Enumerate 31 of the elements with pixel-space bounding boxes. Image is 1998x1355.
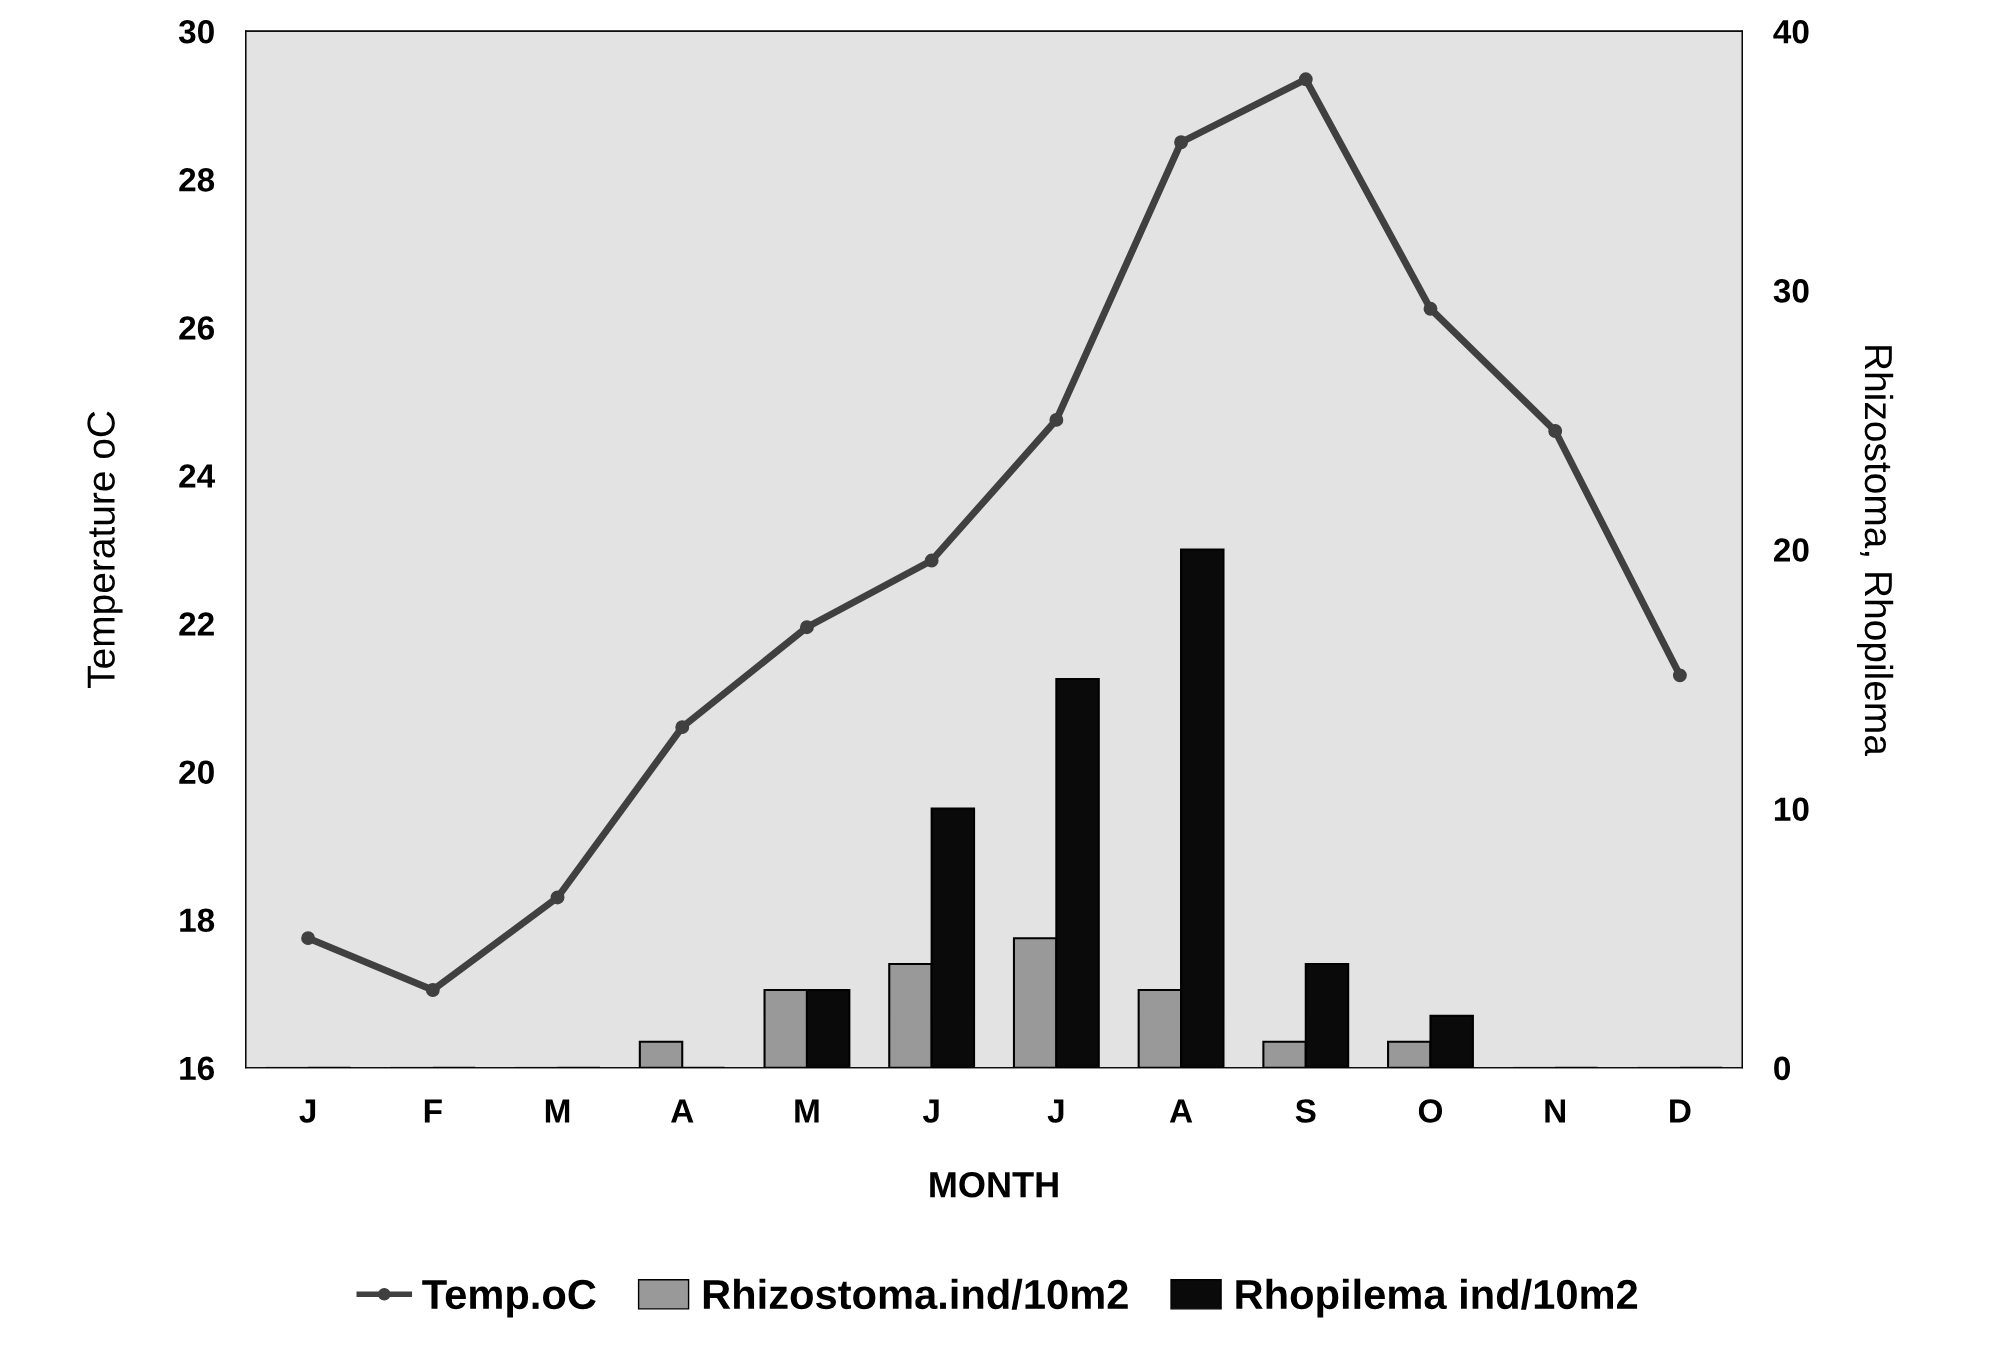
x-tick-label: S	[1295, 1099, 1316, 1123]
y-axis-title: Temperature oC	[87, 411, 123, 688]
y2-tick-label: 20	[1773, 538, 1809, 562]
x-tick-label: J	[299, 1099, 316, 1123]
y-tick-label: 18	[180, 908, 215, 933]
x-tick-label: A	[1169, 1099, 1193, 1123]
y-tick-label: 20	[179, 760, 214, 784]
y2-tick-label: 10	[1774, 797, 1809, 821]
legend-label: Rhopilema ind/10m2	[1236, 1278, 1638, 1318]
y2-tick-label: 30	[1773, 279, 1809, 303]
y2-axis-title: Rhizostoma, Rhopilema	[1856, 346, 1894, 756]
x-tick-label: J	[1047, 1099, 1064, 1123]
x-axis-title: MONTH	[930, 1171, 1058, 1198]
y-tick-label: 30	[178, 19, 214, 44]
y-tick-label: 16	[180, 1056, 214, 1081]
legend-label: Rhizostoma.ind/10m2	[703, 1278, 1128, 1310]
x-tick-label: J	[922, 1099, 939, 1123]
y-tick-label: 26	[179, 316, 214, 340]
x-tick-label: F	[424, 1099, 442, 1123]
legend-label: Temp.oC	[422, 1279, 596, 1318]
x-tick-label: N	[1545, 1099, 1565, 1123]
y-tick-label: 24	[179, 464, 216, 488]
y2-tick-label: 0	[1774, 1056, 1790, 1081]
x-tick-label: O	[1418, 1099, 1443, 1123]
x-tick-label: M	[545, 1099, 570, 1123]
x-tick-label: M	[795, 1099, 819, 1123]
y2-tick-label: 40	[1773, 19, 1809, 44]
x-tick-label: A	[671, 1099, 694, 1123]
y-tick-label: 28	[179, 168, 215, 192]
x-tick-label: D	[1670, 1099, 1691, 1123]
y-tick-label: 22	[179, 612, 214, 636]
